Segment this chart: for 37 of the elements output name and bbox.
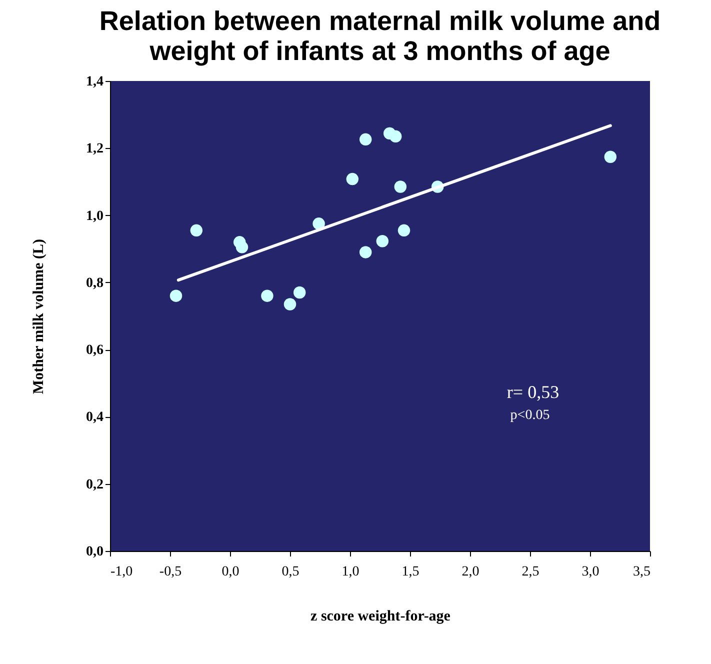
y-tick-label: 0,2 — [86, 477, 104, 492]
y-tick-label: 0,8 — [86, 276, 104, 291]
point — [293, 286, 306, 299]
point — [346, 172, 359, 186]
y-tick-label: 1,0 — [86, 208, 104, 224]
point — [394, 180, 407, 193]
x-tick-label: -1,0 — [110, 564, 133, 580]
x-tick-label: 2,5 — [522, 564, 540, 580]
point — [261, 290, 274, 302]
y-tick-label: 0,6 — [86, 343, 104, 358]
y-tick-label: 0,0 — [86, 544, 104, 560]
y-tick-label: 0,4 — [86, 410, 104, 426]
point — [359, 133, 372, 146]
x-tick-label: 0,5 — [282, 564, 300, 580]
point — [398, 224, 410, 237]
chart-title: Relation between maternal milk volume and weight of infants at 3 months of age — [99, 6, 661, 66]
x-tick-label: 3,0 — [582, 564, 600, 580]
point — [359, 246, 372, 258]
x-axis-title: z score weight-for-age — [310, 608, 451, 624]
y-tick-label: 1,4 — [86, 74, 104, 90]
annotation: r= 0,53 — [506, 382, 560, 402]
point — [170, 290, 182, 302]
y-axis-title: Mother milk volume (L) — [31, 238, 47, 394]
point — [236, 241, 248, 254]
x-tick-label: -0,5 — [159, 564, 182, 580]
point — [284, 298, 296, 310]
x-tick-label: 1,5 — [402, 564, 420, 580]
x-tick-label: 3,5 — [633, 564, 650, 580]
point — [389, 130, 402, 143]
annotation: p<0.05 — [510, 408, 550, 423]
point — [376, 235, 389, 248]
point — [604, 150, 617, 163]
x-tick-label: 0,0 — [222, 564, 240, 580]
y-tick-label: 1,2 — [86, 142, 104, 157]
x-tick-label: 2,0 — [462, 564, 480, 580]
point — [190, 224, 203, 237]
x-tick-label: 1,0 — [342, 564, 360, 580]
